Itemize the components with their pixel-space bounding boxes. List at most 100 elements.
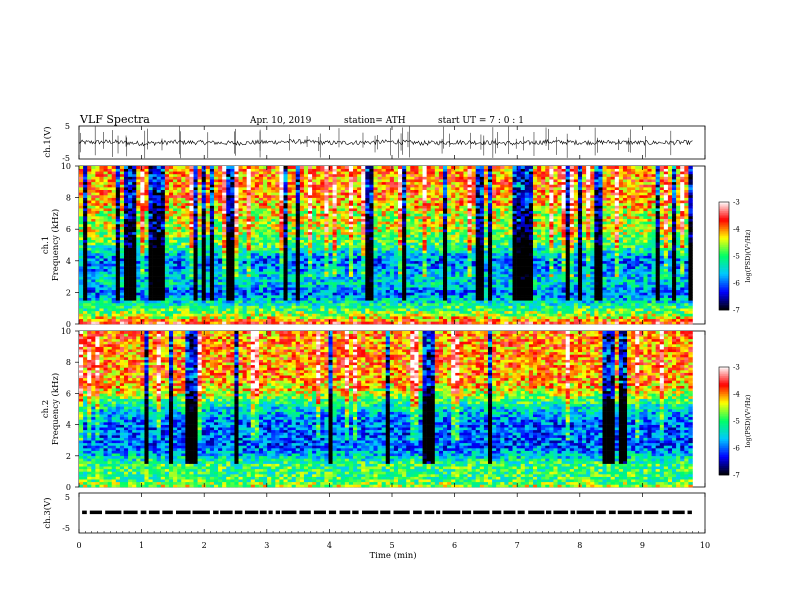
spectrogram-cell [324, 310, 329, 314]
spectrogram-cell [103, 276, 108, 280]
spectrogram-cell [91, 297, 96, 301]
spectrogram-cell [267, 279, 272, 283]
spectrogram-cell [647, 268, 652, 272]
spectrogram-cell [631, 239, 636, 243]
spectrogram-cell [357, 281, 362, 285]
spectrogram-cell [344, 289, 350, 293]
spectrogram-cell [475, 245, 481, 248]
spectrogram-cell [524, 260, 530, 264]
spectrogram-cell [123, 239, 129, 243]
spectrogram-cell [443, 300, 448, 304]
spectrogram-cell [434, 255, 440, 259]
spectrogram-cell [614, 260, 620, 264]
spectrogram-cell [209, 279, 215, 283]
spectrogram-cell [160, 300, 166, 304]
spectrogram-cell [283, 321, 288, 325]
spectrogram-cell [152, 273, 158, 277]
spectrogram-cell [91, 242, 96, 246]
spectrogram-cell [177, 276, 182, 280]
spectrogram-cell [443, 316, 448, 320]
spectrogram-cell [532, 252, 538, 256]
spectrogram-cell [663, 310, 669, 314]
spectrogram-cell [373, 239, 378, 243]
spectrogram-cell [528, 305, 534, 309]
spectrogram-cell [123, 292, 129, 296]
spectrogram-cell [643, 281, 648, 285]
spectrogram-cell [504, 308, 509, 312]
spectrogram-cell [95, 239, 100, 243]
spectrogram-cell [205, 287, 211, 291]
spectrogram-cell [537, 271, 542, 275]
spectrogram-cell [451, 297, 456, 301]
spectrogram-cell [586, 263, 591, 267]
spectrogram-cell [610, 305, 616, 309]
spectrogram-cell [402, 279, 407, 283]
spectrogram-cell [393, 245, 399, 248]
spectrogram-cell [144, 316, 149, 320]
spectrogram-cell [128, 297, 133, 301]
spectrogram-cell [361, 266, 366, 269]
spectrogram-cell [577, 308, 583, 312]
spectrogram-cell [672, 318, 677, 322]
spectrogram-cell [631, 276, 636, 280]
spectrogram-cell [340, 318, 346, 322]
spectrogram-cell [667, 263, 673, 267]
spectrogram-cell [291, 250, 297, 254]
spectrogram-cell [275, 318, 280, 322]
spectrogram-cell [238, 258, 243, 262]
spectrogram-cell [651, 284, 656, 288]
spectrogram-cell [532, 260, 538, 264]
spectrogram-cell [594, 239, 599, 243]
spectrogram-cell [148, 276, 153, 280]
spectrogram-cell [430, 310, 436, 314]
spectrogram-cell [557, 308, 562, 312]
spectrogram-cell [267, 255, 272, 259]
spectrogram-cell [115, 305, 121, 309]
spectrogram-cell [622, 268, 628, 272]
spectrogram-cell [561, 281, 566, 285]
spectrogram-cell [103, 279, 108, 283]
spectrogram-cell [557, 266, 562, 269]
spectrogram-cell [590, 313, 595, 317]
spectrogram-cell [254, 318, 260, 322]
spectrogram-cell [295, 313, 301, 317]
spectrogram-cell [381, 266, 387, 269]
spectrogram-cell [561, 302, 566, 306]
spectrogram-cell [426, 318, 432, 322]
spectrogram-cell [263, 268, 268, 272]
spectrogram-cell [402, 260, 407, 264]
spectrogram-cell [279, 310, 284, 314]
spectrogram-cell [667, 266, 673, 269]
spectrogram-cell [83, 263, 88, 267]
spectrogram-cell [381, 247, 387, 251]
spectrogram-cell [193, 273, 198, 277]
spectrogram-cell [451, 316, 456, 320]
spectrogram-cell [377, 300, 382, 304]
spectrogram-cell [393, 258, 399, 262]
spectrogram-cell [443, 310, 448, 314]
spectrogram-cell [201, 276, 207, 280]
spectrogram-cell [111, 239, 117, 243]
spectrogram-cell [185, 300, 190, 304]
spectrogram-cell [680, 308, 685, 312]
spectrogram-cell [99, 287, 104, 291]
spectrogram-cell [541, 292, 546, 296]
spectrogram-cell [434, 297, 440, 301]
spectrogram-cell [402, 302, 407, 306]
spectrogram-cell [455, 242, 460, 246]
spectrogram-cell [402, 284, 407, 288]
spectrogram-cell [303, 281, 309, 285]
spectrogram-cell [279, 250, 284, 254]
spectrogram-cell [205, 284, 211, 288]
spectrogram-cell [500, 292, 505, 296]
spectrogram-cell [508, 245, 513, 248]
spectrogram-cell [193, 247, 198, 251]
spectrogram-cell [316, 292, 321, 296]
spectrogram-cell [246, 276, 252, 280]
spectrogram-cell [614, 289, 620, 293]
spectrogram-cell [250, 273, 256, 277]
spectrogram-cell [500, 318, 505, 322]
spectrogram-cell [569, 321, 575, 325]
spectrogram-cell [205, 316, 211, 320]
spectrogram-cell [119, 305, 125, 309]
